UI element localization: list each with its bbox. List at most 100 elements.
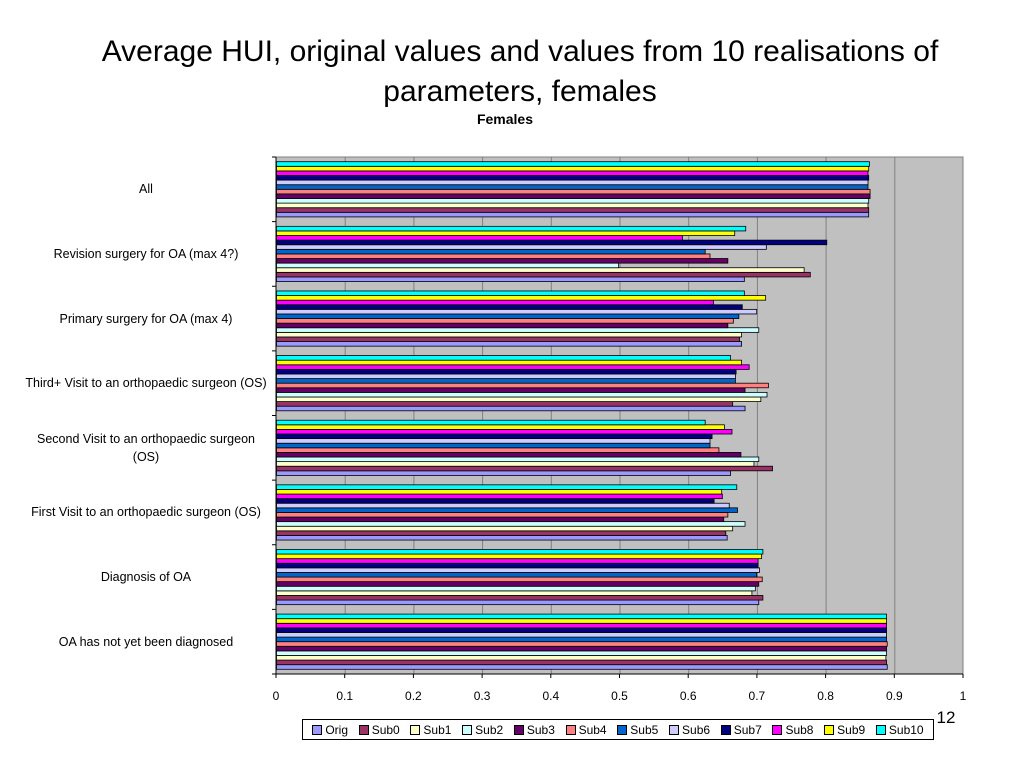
bar-sub0-4 xyxy=(276,465,773,472)
bar-sub1-1 xyxy=(276,267,805,273)
legend-label: Sub1 xyxy=(423,722,452,737)
x-tick-label: 0.8 xyxy=(817,689,834,703)
bar-sub9-2 xyxy=(276,295,767,301)
category-label: OA has not yet been diagnosed xyxy=(58,634,234,649)
legend-label: Sub9 xyxy=(837,722,866,737)
bar-orig-0 xyxy=(276,211,870,218)
bar-sub4-2 xyxy=(276,318,734,324)
chart-legend: Orig Sub0 Sub1 Sub2 Sub3 Sub4 Sub5 Sub6 Sub7 Sub8… xyxy=(302,719,934,740)
bar-sub2-0 xyxy=(276,198,870,204)
legend-label: Sub3 xyxy=(526,722,555,737)
bar-sub7-1 xyxy=(276,239,828,246)
legend-item: Sub0 xyxy=(358,722,400,737)
legend-swatch xyxy=(358,724,369,735)
legend-item: Orig xyxy=(312,723,348,737)
bar-sub6-7 xyxy=(276,632,887,638)
bar-sub4-0 xyxy=(276,188,871,195)
bar-sub2-5 xyxy=(276,521,746,527)
legend-label: Orig xyxy=(325,722,349,737)
bar-sub7-4 xyxy=(276,433,713,440)
bar-sub2-7 xyxy=(276,650,887,656)
legend-item: Sub2 xyxy=(462,723,503,737)
bar-orig-2 xyxy=(276,341,742,347)
bar-orig-1 xyxy=(276,276,745,282)
legend-swatch xyxy=(312,724,323,735)
bar-sub10-7 xyxy=(276,613,887,620)
legend-swatch xyxy=(513,724,524,735)
bar-sub3-3 xyxy=(276,387,746,393)
category-label: Revision surgery for OA (max 4?) xyxy=(53,246,239,261)
bar-sub3-6 xyxy=(276,581,760,587)
slide-title: Average HUI, original values and values … xyxy=(101,35,939,108)
legend-swatch xyxy=(462,724,473,735)
bar-sub6-4 xyxy=(276,438,711,444)
bar-sub10-0 xyxy=(276,161,870,167)
x-tick-label: 0.2 xyxy=(405,689,422,703)
bar-sub10-5 xyxy=(276,484,738,490)
bar-sub3-7 xyxy=(276,645,887,652)
bar-sub2-6 xyxy=(276,585,756,592)
bar-sub0-1 xyxy=(276,271,811,278)
legend-swatch xyxy=(565,724,576,735)
legend-label: Sub10 xyxy=(888,722,924,737)
bar-sub3-4 xyxy=(276,452,742,458)
bar-sub9-4 xyxy=(276,424,725,430)
bar-sub6-3 xyxy=(276,373,736,379)
bar-sub0-2 xyxy=(276,336,740,342)
bar-sub0-3 xyxy=(276,401,734,407)
legend-label: Sub0 xyxy=(371,722,400,737)
bar-sub4-3 xyxy=(276,382,769,389)
bar-sub2-1 xyxy=(276,262,620,269)
legend-swatch xyxy=(617,724,628,735)
bar-sub5-5 xyxy=(276,507,738,513)
bar-sub6-1 xyxy=(276,244,767,250)
bar-sub4-5 xyxy=(276,512,729,518)
bar-sub10-1 xyxy=(276,225,747,232)
legend-label: Sub2 xyxy=(475,722,504,737)
bar-orig-7 xyxy=(276,664,888,670)
x-tick-label: 0.5 xyxy=(611,689,628,703)
bar-sub5-4 xyxy=(276,442,711,449)
legend-label: Sub8 xyxy=(785,722,814,737)
bar-orig-5 xyxy=(276,535,728,541)
bar-orig-4 xyxy=(276,470,732,476)
bar-orig-6 xyxy=(276,599,760,606)
bar-sub10-6 xyxy=(276,549,764,555)
bar-sub8-5 xyxy=(276,493,723,500)
bar-sub2-3 xyxy=(276,391,768,398)
legend-item: Sub8 xyxy=(772,723,813,737)
bar-sub4-6 xyxy=(276,576,763,583)
bar-sub1-5 xyxy=(276,525,734,532)
bar-sub7-6 xyxy=(276,562,759,569)
legend-swatch xyxy=(772,724,783,735)
bar-sub8-0 xyxy=(276,170,869,176)
bar-sub9-3 xyxy=(276,359,742,366)
bar-sub10-4 xyxy=(276,419,706,426)
legend-item: Sub3 xyxy=(513,722,555,737)
bar-sub5-7 xyxy=(276,636,887,643)
x-tick-label: 0 xyxy=(273,689,280,703)
legend-item: Sub1 xyxy=(410,723,451,737)
legend-label: Sub4 xyxy=(578,722,607,737)
legend-item: Sub9 xyxy=(824,723,865,737)
category-label: All xyxy=(139,182,153,197)
legend-item: Sub7 xyxy=(720,723,762,737)
bar-sub5-2 xyxy=(276,313,740,319)
bar-sub0-7 xyxy=(276,659,887,666)
bar-sub0-0 xyxy=(276,207,870,213)
bar-sub7-3 xyxy=(276,368,737,375)
bar-sub7-7 xyxy=(276,627,887,633)
bar-sub1-7 xyxy=(276,655,887,661)
x-tick-label: 0.3 xyxy=(474,689,491,703)
legend-label: Sub5 xyxy=(630,722,659,737)
legend-swatch xyxy=(720,724,731,735)
legend-item: Sub10 xyxy=(875,722,924,737)
category-label: Second Visit to an orthopaedic surgeon (… xyxy=(37,431,255,464)
bar-sub8-3 xyxy=(276,364,750,370)
bar-sub10-3 xyxy=(276,355,732,361)
bar-sub0-5 xyxy=(276,530,727,536)
legend-item: Sub4 xyxy=(565,722,607,737)
bar-sub9-5 xyxy=(276,489,723,495)
bar-sub9-7 xyxy=(276,618,887,624)
x-tick-label: 0.7 xyxy=(749,689,766,703)
